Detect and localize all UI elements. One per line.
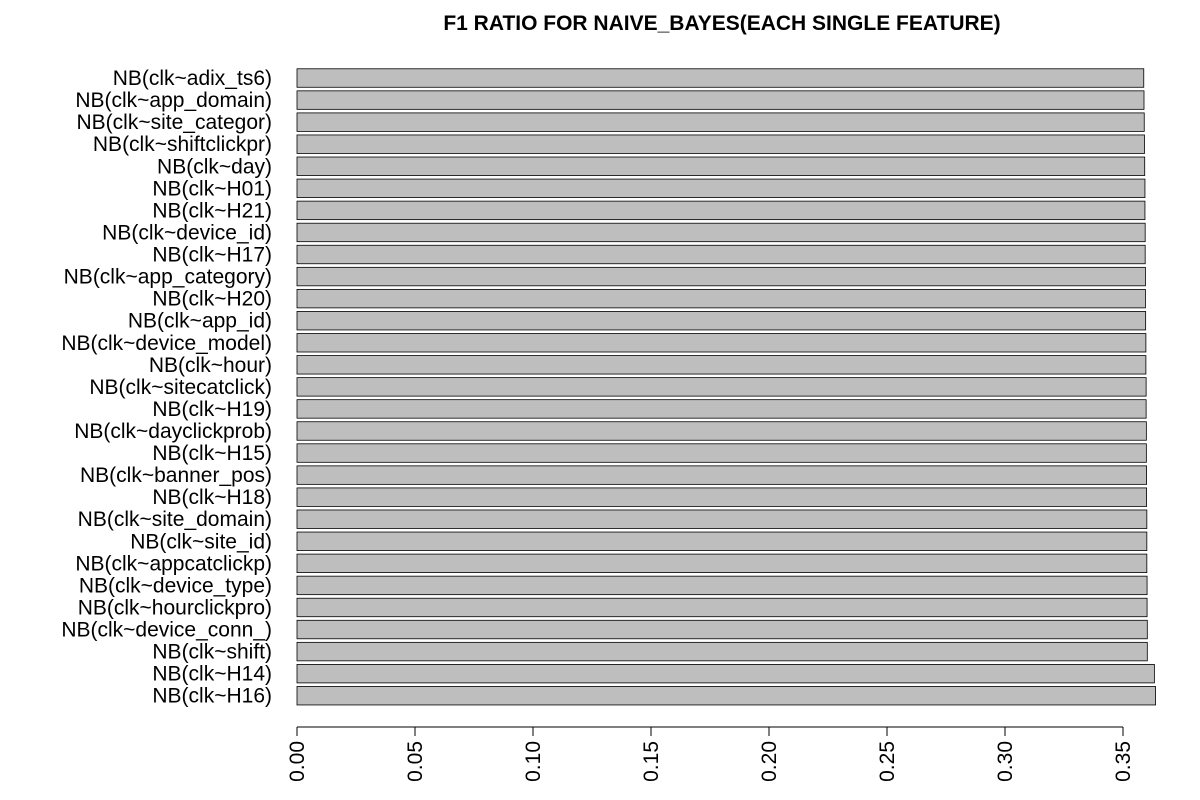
bar-1 xyxy=(296,90,1145,110)
bar-23 xyxy=(296,575,1148,596)
x-tick-label-1: 0.05 xyxy=(404,741,427,782)
category-label-26: NB(clk~shift) xyxy=(152,641,272,664)
category-label-14: NB(clk~sitecatclick) xyxy=(89,376,272,399)
category-label-11: NB(clk~app_id) xyxy=(128,310,272,333)
category-label-1: NB(clk~app_domain) xyxy=(75,89,272,112)
bar-17 xyxy=(296,443,1147,463)
category-label-23: NB(clk~device_type) xyxy=(79,574,272,597)
category-label-7: NB(clk~device_id) xyxy=(102,221,272,244)
category-label-21: NB(clk~site_id) xyxy=(130,530,272,553)
x-tick-label-5: 0.25 xyxy=(876,741,899,782)
category-label-25: NB(clk~device_conn_) xyxy=(61,619,272,642)
bar-11 xyxy=(296,311,1147,331)
category-label-15: NB(clk~H19) xyxy=(152,398,272,421)
bar-26 xyxy=(296,641,1148,662)
category-label-9: NB(clk~app_category) xyxy=(64,266,272,289)
bar-12 xyxy=(296,333,1147,353)
bar-13 xyxy=(296,355,1147,375)
category-label-12: NB(clk~device_model) xyxy=(61,332,272,355)
bar-20 xyxy=(296,509,1148,529)
category-label-17: NB(clk~H15) xyxy=(152,442,272,465)
category-label-16: NB(clk~dayclickprob) xyxy=(74,420,272,443)
category-label-3: NB(clk~shiftclickpr) xyxy=(93,133,272,156)
bar-16 xyxy=(296,421,1147,441)
bar-22 xyxy=(296,553,1148,573)
bar-3 xyxy=(296,134,1145,154)
category-label-0: NB(clk~adix_ts6) xyxy=(113,67,272,90)
bar-21 xyxy=(296,531,1148,551)
category-label-20: NB(clk~site_domain) xyxy=(78,508,272,531)
bar-15 xyxy=(296,399,1147,419)
category-label-4: NB(clk~day) xyxy=(157,155,272,178)
bar-0 xyxy=(296,68,1145,88)
chart-title: F1 RATIO FOR NAIVE_BAYES(EACH SINGLE FEA… xyxy=(443,12,1000,35)
category-label-28: NB(clk~H16) xyxy=(152,685,272,708)
bar-14 xyxy=(296,377,1147,397)
category-label-18: NB(clk~banner_pos) xyxy=(80,464,272,487)
category-label-19: NB(clk~H18) xyxy=(152,486,272,509)
category-labels: NB(clk~adix_ts6)NB(clk~app_domain)NB(clk… xyxy=(61,67,272,708)
bar-25 xyxy=(296,619,1148,640)
category-label-5: NB(clk~H01) xyxy=(152,177,272,200)
category-label-6: NB(clk~H21) xyxy=(152,199,272,222)
bar-18 xyxy=(296,465,1147,485)
x-tick-label-7: 0.35 xyxy=(1112,741,1135,782)
x-axis: 0.00 0.05 0.10 0.15 0.20 0.25 0.30 0.35 xyxy=(286,726,1135,782)
x-tick-label-4: 0.20 xyxy=(758,741,781,782)
x-tick-label-0: 0.00 xyxy=(286,741,309,782)
bars-group xyxy=(296,68,1156,706)
category-label-22: NB(clk~appcatclickp) xyxy=(75,552,272,575)
bar-24 xyxy=(296,597,1148,618)
bar-10 xyxy=(296,288,1146,309)
bar-9 xyxy=(296,266,1146,287)
x-tick-label-3: 0.15 xyxy=(640,741,663,782)
bar-7 xyxy=(296,222,1146,243)
x-tick-label-2: 0.10 xyxy=(522,741,545,782)
category-label-27: NB(clk~H14) xyxy=(152,663,272,686)
category-label-13: NB(clk~hour) xyxy=(149,354,272,377)
x-tick-label-6: 0.30 xyxy=(994,741,1017,782)
category-label-8: NB(clk~H17) xyxy=(152,244,272,267)
bar-28 xyxy=(296,686,1156,706)
bar-19 xyxy=(296,487,1147,507)
bar-8 xyxy=(296,244,1146,265)
bar-5 xyxy=(296,178,1146,198)
bar-27 xyxy=(296,664,1155,684)
category-label-24: NB(clk~hourclickpro) xyxy=(78,596,272,619)
bar-2 xyxy=(296,112,1145,132)
category-label-2: NB(clk~site_categor) xyxy=(77,111,273,134)
bar-6 xyxy=(296,200,1146,221)
category-label-10: NB(clk~H20) xyxy=(152,288,272,311)
bar-4 xyxy=(296,156,1146,176)
